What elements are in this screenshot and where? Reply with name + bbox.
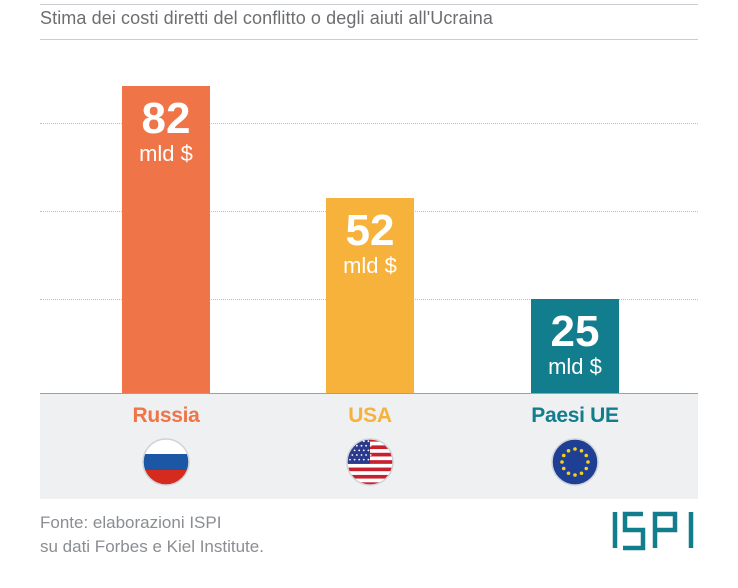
usa-flag-icon xyxy=(346,438,394,486)
bar-value-label: 52 xyxy=(345,206,395,256)
eu-flag-icon xyxy=(551,438,599,486)
bar-unit-label: mld $ xyxy=(139,141,193,166)
bar-value-label: 25 xyxy=(550,307,600,357)
ispi-logo xyxy=(612,511,694,551)
russia-flag-icon xyxy=(142,438,190,486)
gridline-3 xyxy=(40,123,698,124)
source-line-2: su dati Forbes e Kiel Institute. xyxy=(40,537,264,556)
bar-paesi-ue: 25 mld $ xyxy=(531,299,619,393)
source-line-1: Fonte: elaborazioni ISPI xyxy=(40,513,222,532)
category-label-usa: USA xyxy=(348,404,392,427)
chart-title: Stima dei costi diretti del conflitto o … xyxy=(40,8,493,28)
bar-russia: 82 mld $ xyxy=(122,86,210,393)
x-axis-baseline xyxy=(40,393,698,394)
bar-unit-label: mld $ xyxy=(548,354,602,380)
top-rule xyxy=(40,4,698,5)
title-rule xyxy=(40,39,698,40)
category-label-russia: Russia xyxy=(132,404,200,427)
bar-value-label: 82 xyxy=(141,94,191,143)
source-note: Fonte: elaborazioni ISPI su dati Forbes … xyxy=(40,511,264,559)
bar-unit-label: mld $ xyxy=(343,253,397,279)
bar-usa: 52 mld $ xyxy=(326,198,414,393)
category-label-paesi-ue: Paesi UE xyxy=(531,404,619,427)
